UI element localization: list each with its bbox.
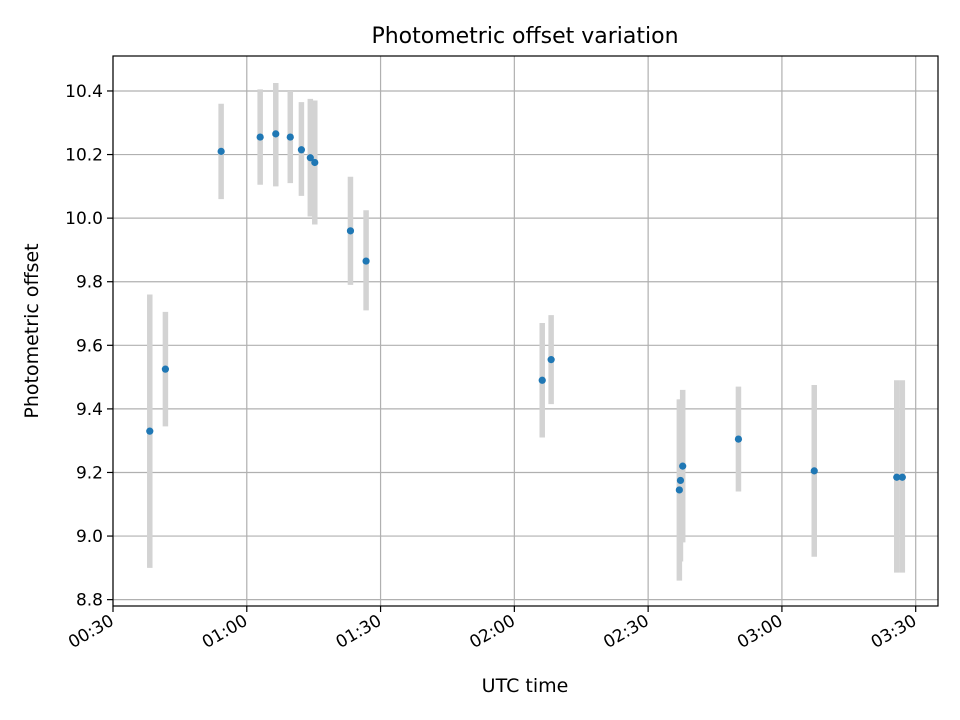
data-point [297, 146, 306, 154]
y-tick-label: 10.4 [65, 82, 103, 102]
data-points [146, 130, 906, 494]
data-point [547, 356, 555, 364]
y-tick-label: 9.2 [76, 463, 103, 483]
data-point [675, 486, 683, 494]
x-axis-label: UTC time [482, 675, 569, 697]
y-tick-label: 9.8 [76, 273, 103, 293]
y-tick-label: 9.6 [76, 336, 103, 356]
data-point [272, 130, 280, 138]
grid [112, 56, 938, 606]
data-point [306, 154, 314, 162]
data-point [893, 473, 901, 481]
data-point [256, 133, 264, 141]
data-point [362, 257, 370, 265]
data-point [679, 462, 687, 470]
y-axis-ticks: 8.8 9.0 9.2 9.4 9.6 9.8 10.0 10.2 10.4 [65, 82, 113, 611]
data-point [898, 473, 906, 481]
y-tick-label: 9.4 [76, 400, 103, 420]
data-point [217, 147, 225, 155]
data-point [346, 227, 355, 235]
plot-frame [112, 55, 939, 607]
y-axis-label: Photometric offset [21, 243, 43, 418]
data-point [161, 365, 169, 373]
y-tick-label: 10.0 [65, 209, 103, 229]
chart-title: Photometric offset variation [371, 24, 678, 49]
data-point [311, 158, 319, 167]
y-tick-label: 8.8 [76, 591, 103, 611]
data-point [538, 376, 546, 384]
y-tick-label: 10.2 [65, 146, 103, 166]
data-point [810, 467, 818, 475]
data-point [676, 476, 685, 485]
y-tick-label: 9.0 [76, 527, 103, 547]
data-point [146, 427, 154, 435]
data-point [286, 133, 294, 141]
data-point [734, 435, 743, 443]
